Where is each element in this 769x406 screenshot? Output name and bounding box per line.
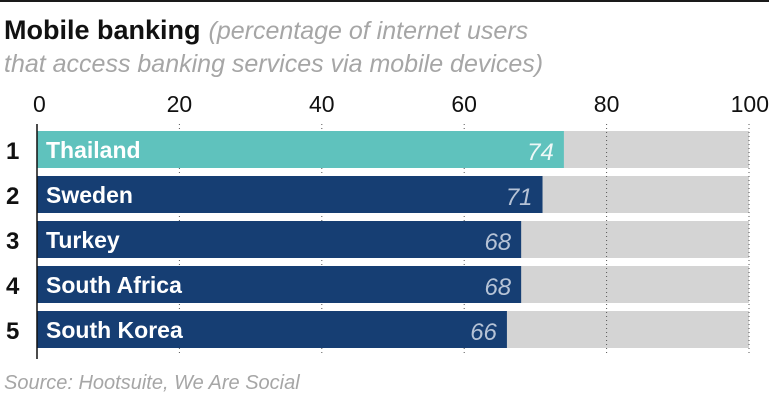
bar — [37, 176, 543, 213]
rank-label: 5 — [6, 318, 19, 345]
rank-label: 3 — [6, 228, 19, 255]
bar-value-label: 71 — [506, 184, 533, 211]
bar-category-label: Thailand — [46, 137, 141, 163]
tick-label: 40 — [309, 91, 335, 117]
tick-label: 20 — [167, 91, 193, 117]
bar-category-label: Sweden — [46, 182, 133, 208]
bar-category-label: South Korea — [46, 317, 183, 343]
bar — [37, 266, 522, 303]
rank-label: 2 — [6, 183, 19, 210]
tick-label: 80 — [594, 91, 620, 117]
chart-header: Mobile banking (percentage of internet us… — [4, 14, 764, 80]
bar — [37, 221, 522, 258]
top-rule — [0, 0, 769, 2]
tick-label: 100 — [731, 91, 769, 117]
bar-category-label: South Africa — [46, 272, 182, 298]
bar-value-label: 68 — [484, 229, 511, 256]
tick-label: 0 — [33, 91, 46, 117]
rank-label: 4 — [6, 273, 20, 300]
bar-value-label: 68 — [484, 274, 511, 301]
chart-subtitle-line2: that access banking services via mobile … — [4, 50, 544, 78]
bar — [37, 131, 564, 168]
source-note: Source: Hootsuite, We Are Social — [4, 372, 300, 394]
chart-title: Mobile banking — [4, 15, 201, 45]
rank-label: 1 — [6, 138, 19, 165]
bar-value-label: 74 — [527, 139, 554, 166]
chart-subtitle-line1: (percentage of internet users — [208, 17, 529, 45]
tick-label: 60 — [451, 91, 477, 117]
bar-value-label: 66 — [470, 319, 497, 346]
bar — [37, 311, 507, 348]
bar-category-label: Turkey — [46, 227, 120, 253]
